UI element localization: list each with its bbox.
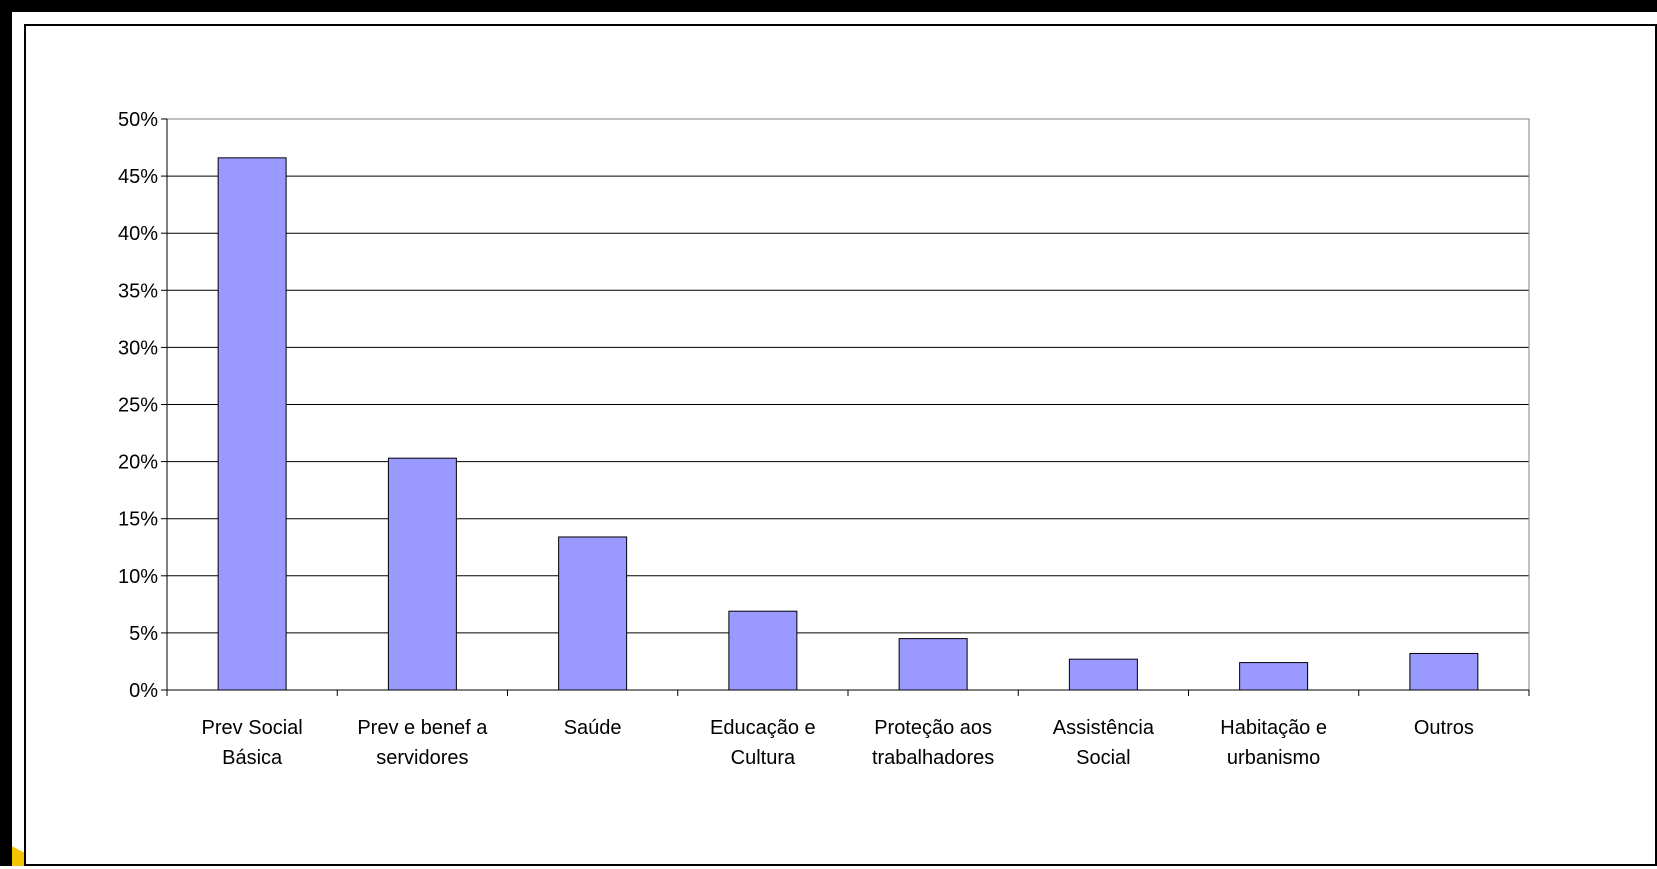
x-tick-label-line: Social (1076, 747, 1130, 769)
y-tick-label: 25% (118, 395, 158, 417)
bars (217, 157, 1479, 691)
y-tick-label: 0% (129, 680, 158, 702)
bar (1239, 662, 1309, 691)
y-tick-label: 40% (118, 223, 158, 245)
x-tick-label: Educação e Cultura (710, 717, 816, 769)
x-tick-label: Prev Social Básica (202, 717, 303, 769)
y-tick-label: 50% (118, 109, 158, 131)
bar (1409, 652, 1479, 691)
x-tick-label-line: Prev e benef a (357, 717, 488, 739)
y-tick-label: 15% (118, 509, 158, 531)
y-tick-label: 45% (118, 166, 158, 188)
x-tick-labels: Prev Social Básica Prev e benef a servidore… (202, 717, 1474, 769)
bar (558, 536, 628, 691)
x-tick-label-line: urbanismo (1227, 747, 1320, 769)
x-tick-label-line: Proteção aos (874, 717, 992, 739)
gridlines (167, 118, 1529, 634)
chart-area: 0% 5% 10% 15% 20% 25% 30% 35% 40% 45% 50% Prev Soc… (24, 24, 1657, 866)
x-tick-label: Assistência Social (1053, 717, 1155, 769)
y-tick-label: 20% (118, 452, 158, 474)
y-tick-label: 35% (118, 280, 158, 302)
x-tick-label-line: Saúde (564, 717, 622, 739)
bar (387, 457, 457, 691)
y-tick-label: 5% (129, 623, 158, 645)
y-tick-label: 10% (118, 566, 158, 588)
bar (898, 638, 968, 691)
bar (728, 610, 798, 691)
x-tick-label: Proteção aos trabalhadores (872, 717, 994, 769)
x-tick-label: Habitação e urbanismo (1220, 717, 1327, 769)
x-tick-label-line: Cultura (731, 747, 796, 769)
x-tick-label-line: Habitação e (1220, 717, 1327, 739)
x-tick-label-line: Outros (1414, 717, 1474, 739)
bar-chart: 0% 5% 10% 15% 20% 25% 30% 35% 40% 45% 50% Prev Soc… (118, 109, 1530, 769)
x-tick-label-line: Prev Social (202, 717, 303, 739)
y-tick-labels: 0% 5% 10% 15% 20% 25% 30% 35% 40% 45% 50% (118, 109, 158, 702)
y-tick-label: 30% (118, 337, 158, 359)
x-tick-label: Saúde (564, 717, 622, 739)
x-tick-label-line: Assistência (1053, 717, 1155, 739)
x-tick-label-line: Educação e (710, 717, 816, 739)
bar (1068, 658, 1138, 691)
x-tick-label-line: trabalhadores (872, 747, 994, 769)
x-tick-label-line: Básica (222, 747, 283, 769)
axes (161, 118, 1530, 696)
x-tick-label: Outros (1414, 717, 1474, 739)
x-tick-label-line: servidores (376, 747, 468, 769)
bar (217, 157, 287, 691)
x-tick-label: Prev e benef a servidores (357, 717, 488, 769)
